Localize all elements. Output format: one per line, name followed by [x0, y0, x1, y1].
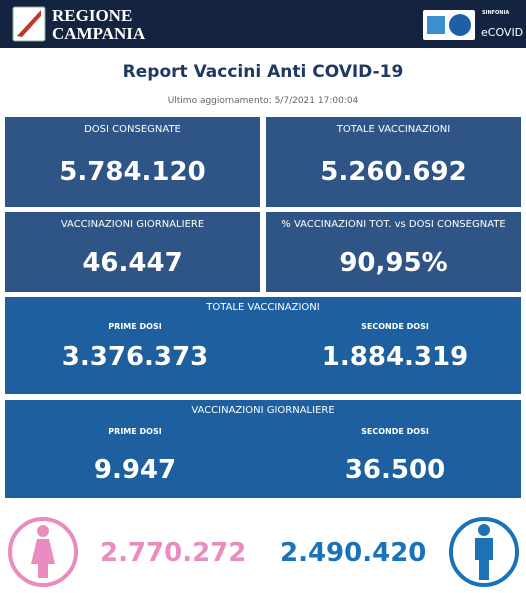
- item-label: SECONDE DOSI: [361, 322, 429, 331]
- region-logo: [12, 6, 46, 42]
- brand: eCOVID: [481, 26, 524, 39]
- card: TOTALE VACCINAZIONI 5.260.692: [266, 117, 521, 207]
- item-value: 3.376.373: [61, 342, 209, 372]
- card: VACCINAZIONI GIORNALIERE 46.447: [5, 212, 260, 292]
- card-label: % VACCINAZIONI TOT. vs DOSI CONSEGNATE: [281, 219, 506, 230]
- section-title: VACCINAZIONI GIORNALIERE: [191, 405, 335, 416]
- card-value: 5.784.120: [59, 157, 206, 187]
- card-value: 90,95%: [339, 248, 448, 278]
- card-label: VACCINAZIONI GIORNALIERE: [60, 219, 205, 230]
- brand-small: SINFONIA: [482, 10, 510, 16]
- card-label: DOSI CONSEGNATE: [84, 124, 181, 135]
- item-label: PRIME DOSI: [108, 427, 162, 436]
- title: Report Vaccini Anti COVID-19: [122, 62, 404, 82]
- card-value: 46.447: [82, 248, 183, 278]
- section: VACCINAZIONI GIORNALIERE PRIME DOSI 9.94…: [5, 400, 521, 498]
- header: REGIONE CAMPANIA SINFONIA eCOVID: [0, 0, 526, 48]
- item-value: 9.947: [93, 455, 177, 485]
- region-name: REGIONE: [52, 6, 133, 25]
- card-value: 5.260.692: [320, 157, 467, 187]
- card: % VACCINAZIONI TOT. vs DOSI CONSEGNATE 9…: [266, 212, 521, 292]
- section-title: TOTALE VACCINAZIONI: [206, 302, 320, 313]
- male-icon: [449, 517, 519, 587]
- item-label: SECONDE DOSI: [361, 427, 429, 436]
- region-name: CAMPANIA: [52, 24, 146, 43]
- item-label: PRIME DOSI: [108, 322, 162, 331]
- card-label: TOTALE VACCINAZIONI: [336, 124, 451, 135]
- item-value: 1.884.319: [321, 342, 469, 372]
- ecovid-logo: [423, 10, 475, 40]
- female-count: 2.770.272: [100, 538, 247, 568]
- female-icon: [8, 517, 78, 587]
- item-value: 36.500: [344, 455, 446, 485]
- card: DOSI CONSEGNATE 5.784.120: [5, 117, 260, 207]
- male-count: 2.490.420: [280, 538, 427, 568]
- section: TOTALE VACCINAZIONI PRIME DOSI 3.376.373…: [5, 297, 521, 394]
- updated: Ultimo aggiornamento: 5/7/2021 17:00:04: [167, 96, 359, 106]
